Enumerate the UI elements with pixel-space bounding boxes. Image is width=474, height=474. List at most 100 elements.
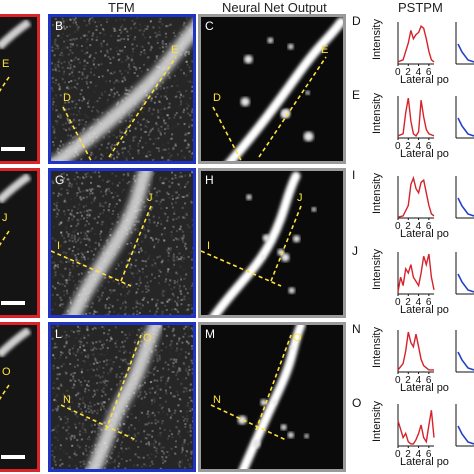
plot-letter: E (352, 88, 361, 102)
second-plot-stub (446, 252, 474, 307)
x-tick-label: 0 (395, 297, 401, 308)
intensity-trace (397, 25, 435, 63)
y-axis-label: Intensity (371, 93, 383, 134)
y-axis-label: Intensity (371, 401, 383, 442)
x-axis-label: Lateral po (400, 382, 449, 394)
plot-letter: J (352, 244, 358, 258)
x-tick-label: 6 (426, 141, 432, 152)
intensity-plot: Intensity 0 2 4 6 (352, 244, 438, 321)
panel-letter: L (55, 327, 62, 341)
x-tick-label: 2 (405, 297, 411, 308)
x-tick-label: 6 (426, 449, 432, 460)
left-image: E (0, 17, 37, 161)
line-label-cross: D (63, 92, 71, 104)
panel-letter: C (205, 19, 214, 33)
line-label-along: O (143, 332, 152, 344)
line-label-along: J (147, 192, 153, 204)
intensity-plot: Intensity 0 2 4 6 (352, 396, 438, 473)
nn-header: Neural Net Output (222, 0, 327, 15)
plot-letter: N (352, 322, 361, 336)
x-tick-label: 0 (395, 67, 401, 78)
intensity-trace (397, 253, 435, 293)
left-image: J (0, 171, 37, 315)
intensity-trace (397, 331, 434, 371)
x-tick-label: 4 (416, 297, 422, 308)
line-label-along: J (297, 192, 303, 204)
tfm-image: NO (51, 325, 193, 469)
line-label-along: E (171, 44, 178, 56)
intensity-trace (397, 97, 435, 137)
pstpm-header: PSTPM (398, 0, 443, 15)
second-plot-stub (446, 330, 474, 385)
second-plot-stub (446, 176, 474, 231)
line-label-cross: I (207, 240, 210, 252)
line-label-left: J (2, 212, 8, 224)
x-axis-label: Lateral po (400, 74, 449, 86)
panel-letter: H (205, 173, 214, 187)
x-tick-label: 4 (416, 375, 422, 386)
left-image: O (0, 325, 37, 469)
panel-letter: B (55, 19, 64, 33)
x-axis-label: Lateral po (400, 456, 449, 468)
y-axis-label: Intensity (371, 19, 383, 60)
x-tick-label: 2 (405, 375, 411, 386)
panel-letter: M (205, 327, 215, 341)
intensity-plot: Intensity 0 2 4 6 (352, 322, 438, 399)
left-panel-row-2: J (0, 168, 40, 318)
intensity-trace (397, 410, 435, 445)
line-label-left: O (2, 366, 11, 378)
x-axis-label: Lateral po (400, 228, 449, 240)
plot-letter: D (352, 14, 361, 28)
nn-image: DE (201, 17, 343, 161)
tfm-image: IJ (51, 171, 193, 315)
line-label-cross: D (213, 92, 221, 104)
x-axis-label: Lateral po (400, 304, 449, 316)
intensity-plot: Intensity 0 2 4 6 (352, 88, 438, 165)
panel-letter: G (55, 173, 65, 187)
plot-letter: I (352, 168, 356, 182)
x-tick-label: 2 (405, 221, 411, 232)
line-label-cross: N (63, 394, 71, 406)
tfm-image: DE (51, 17, 193, 161)
x-tick-label: 0 (395, 141, 401, 152)
x-tick-label: 6 (426, 221, 432, 232)
x-tick-label: 2 (405, 449, 411, 460)
intensity-trace (397, 175, 435, 218)
second-plot-stub (446, 22, 474, 77)
x-axis-label: Lateral po (400, 148, 449, 160)
second-plot-stub (446, 96, 474, 151)
x-tick-label: 4 (416, 449, 422, 460)
x-tick-label: 0 (395, 221, 401, 232)
line-label-left: E (2, 58, 9, 70)
line-label-along: E (321, 44, 328, 56)
x-tick-label: 0 (395, 449, 401, 460)
line-label-along: O (293, 332, 302, 344)
tfm-header: TFM (108, 0, 135, 15)
line-label-cross: N (213, 394, 221, 406)
nn-image: NO (201, 325, 343, 469)
second-plot-stub (446, 404, 474, 459)
plot-letter: O (352, 396, 362, 410)
intensity-plot: Intensity 0 2 4 6 (352, 14, 438, 91)
y-axis-label: Intensity (371, 327, 383, 368)
x-tick-label: 0 (395, 375, 401, 386)
x-tick-label: 6 (426, 67, 432, 78)
nn-image: IJ (201, 171, 343, 315)
left-panel-row-3: O (0, 322, 40, 472)
y-axis-label: Intensity (371, 173, 383, 214)
y-axis-label: Intensity (371, 249, 383, 290)
line-label-cross: I (57, 240, 60, 252)
x-tick-label: 2 (405, 67, 411, 78)
x-tick-label: 6 (426, 375, 432, 386)
x-tick-label: 4 (416, 67, 422, 78)
left-panel-row-1: E (0, 14, 40, 164)
x-tick-label: 4 (416, 221, 422, 232)
x-tick-label: 6 (426, 297, 432, 308)
x-tick-label: 2 (405, 141, 411, 152)
